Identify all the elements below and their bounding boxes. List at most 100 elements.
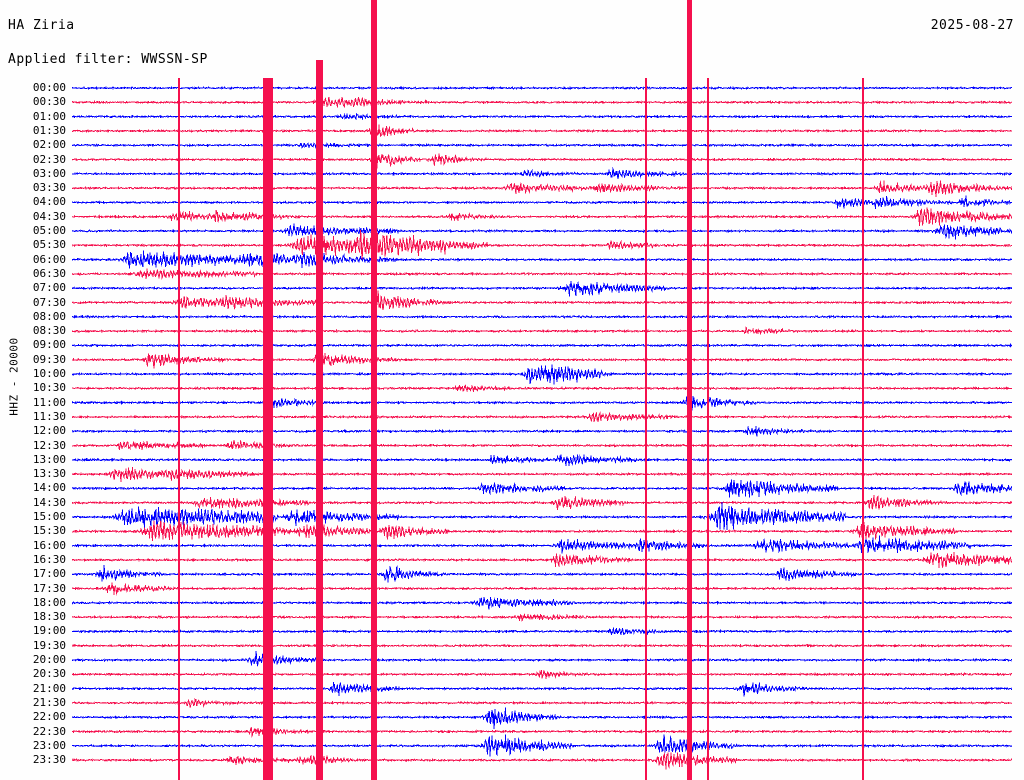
time-tick-label: 12:00 [32,424,66,438]
time-tick-label: 11:30 [32,409,66,423]
time-tick-label: 18:30 [32,610,66,624]
saturated-column [687,0,692,780]
seismogram-trace [72,95,1012,108]
seismogram-trace [72,153,1012,169]
seismogram-trace [72,520,1012,542]
seismogram-trace [72,229,1012,261]
time-tick-label: 19:00 [32,624,66,638]
seismogram-trace [72,290,1012,314]
seismogram-trace [72,207,1012,227]
seismogram-trace [72,120,1012,139]
saturated-column [316,60,323,780]
seismogram-trace [72,195,1012,210]
seismogram-trace [72,112,1012,121]
time-tick-label: 01:30 [32,123,66,137]
time-tick-label: 11:00 [32,395,66,409]
seismogram-trace [72,596,1012,610]
seismogram-trace [72,495,1012,510]
time-tick-label: 21:00 [32,681,66,695]
time-tick-label: 14:30 [32,495,66,509]
seismogram-trace [72,501,1012,531]
time-tick-label: 00:30 [32,95,66,109]
time-tick-label: 12:30 [32,438,66,452]
time-tick-label: 09:30 [32,352,66,366]
seismogram-trace [72,250,1012,269]
time-tick-label: 08:00 [32,309,66,323]
time-tick-label: 03:00 [32,166,66,180]
time-tick-label: 05:00 [32,224,66,237]
time-tick-label: 05:30 [32,238,66,252]
time-tick-label: 18:00 [32,595,66,609]
seismogram-plot [72,0,1012,780]
seismogram-trace [72,439,1012,451]
seismogram-trace [72,167,1012,180]
time-tick-label: 09:00 [32,338,66,352]
time-tick-label: 00:00 [32,81,66,94]
time-tick-label: 17:30 [32,581,66,595]
time-tick-label: 15:00 [32,510,66,523]
saturated-column [178,78,180,780]
seismogram-trace [72,223,1012,240]
seismogram-trace [72,643,1012,649]
seismogram-trace [72,268,1012,280]
seismogram-trace [72,551,1012,568]
time-tick-label: 16:00 [32,538,66,552]
time-tick-label: 04:00 [32,195,66,209]
seismogram-trace [72,752,1012,770]
saturated-column [645,78,647,780]
seismogram-trace [72,707,1012,730]
seismogram-trace [72,582,1012,596]
time-tick-label: 21:30 [32,695,66,709]
time-tick-label: 03:30 [32,181,66,195]
time-tick-label: 06:00 [32,252,66,266]
seismogram-trace [72,669,1012,680]
saturated-column [862,78,864,780]
seismogram-trace [72,314,1012,320]
time-tick-label: 17:00 [32,567,66,581]
seismogram-trace [72,697,1012,708]
seismogram-trace [72,142,1012,150]
time-tick-label: 07:30 [32,295,66,309]
time-tick-label: 10:00 [32,367,66,380]
seismogram-trace [72,411,1012,422]
seismogram-trace [72,726,1012,738]
seismogram-trace [72,479,1012,498]
time-tick-label: 16:30 [32,552,66,566]
time-tick-label: 02:30 [32,152,66,166]
seismogram-trace [72,682,1012,697]
time-tick-label: 06:30 [32,266,66,280]
seismogram-trace [72,426,1012,437]
seismogram-trace [72,651,1012,668]
saturated-column [371,0,377,780]
time-tick-label: 13:00 [32,452,66,466]
seismogram-trace [72,180,1012,197]
time-axis: 00:00 00:30 01:00 01:30 02:00 02:30 03:00 03:30… [0,0,70,780]
station-title: HA Ziria [8,18,75,33]
seismogram-canvas [72,0,1012,780]
time-tick-label: 20:30 [32,667,66,681]
seismogram-trace [72,627,1012,636]
time-tick-label: 23:30 [32,753,66,767]
time-tick-label: 10:30 [32,381,66,395]
seismogram-trace [72,467,1012,482]
record-date: 2025-08-27 [930,18,1014,33]
seismogram-trace [72,364,1012,385]
saturated-column [707,78,709,780]
saturated-column [263,78,273,780]
seismogram-trace [72,734,1012,757]
time-tick-label: 02:00 [32,138,66,152]
seismogram-trace [72,326,1012,335]
time-tick-label: 23:00 [32,738,66,752]
time-tick-label: 22:00 [32,710,66,724]
time-tick-label: 01:00 [32,109,66,123]
seismogram-trace [72,280,1012,297]
time-tick-label: 15:30 [32,524,66,538]
seismogram-trace [72,384,1012,393]
time-tick-label: 04:30 [32,209,66,223]
time-tick-label: 07:00 [32,281,66,295]
time-tick-label: 22:30 [32,724,66,738]
seismogram-trace [72,535,1012,554]
seismogram-trace [72,565,1012,583]
time-tick-label: 20:00 [32,653,66,666]
seismogram-trace [72,342,1012,348]
